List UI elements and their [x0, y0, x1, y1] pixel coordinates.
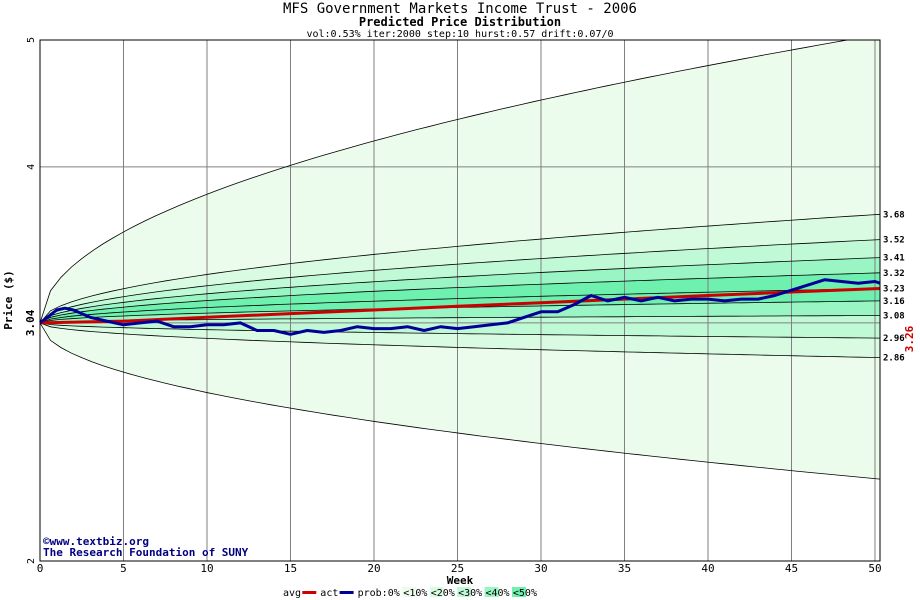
band-boundary-3 [40, 322, 880, 358]
series-line-act [39, 278, 881, 336]
legend-label: avg [283, 588, 301, 599]
legend-label: <20% [431, 588, 455, 599]
band-boundary-4 [40, 239, 880, 324]
legend-label: prob:0% [358, 588, 400, 599]
x-tick-label: 10 [200, 562, 213, 575]
y-tick-label: 4 [26, 164, 37, 170]
right-value-label: 3.08 [883, 312, 905, 322]
legend-swatch-act [339, 591, 354, 594]
band-boundary-1 [40, 322, 880, 480]
legend-label: <50% [513, 588, 537, 599]
current-price-label: 3.26 [903, 325, 916, 352]
band-boundary-8 [40, 272, 880, 324]
x-tick-label: 50 [868, 562, 881, 575]
y-tick-label: 5 [26, 37, 37, 43]
x-tick-label: 15 [284, 562, 297, 575]
x-tick-label: 35 [618, 562, 631, 575]
band-boundary-10 [40, 288, 880, 324]
axes: 0 5 10 15 20 25 30 35 40 45 5023.04453.683.523.413… [24, 37, 905, 575]
x-tick-label: 20 [367, 562, 380, 575]
legend: avg act prob:0% <10% <20% <30% <40% <50% [283, 587, 537, 599]
right-value-label: 3.32 [883, 269, 905, 279]
x-axis-label: Week [447, 574, 474, 587]
legend-label: <40% [486, 588, 510, 599]
legend-swatch-band [484, 587, 499, 597]
legend-swatch-band [457, 587, 472, 597]
probability-bands [40, 40, 880, 480]
legend-swatch-band [429, 587, 444, 597]
band-boundaries [40, 40, 880, 480]
x-tick-label: 0 [37, 562, 44, 575]
chart-params: vol:0.53% iter:2000 step:10 hurst:0.57 d… [306, 29, 613, 40]
credit-url: ©www.textbiz.org [43, 535, 149, 548]
x-tick-label: 45 [785, 562, 798, 575]
y-axis-label: Price ($) [2, 270, 15, 330]
chart-subtitle: Predicted Price Distribution [359, 15, 561, 29]
x-tick-label: 5 [120, 562, 127, 575]
legend-label: act [320, 588, 338, 599]
band-boundary-2 [40, 213, 880, 324]
band-50 [40, 272, 880, 323]
credit-org: The Research Foundation of SUNY [43, 546, 249, 559]
right-value-label: 2.86 [883, 354, 905, 364]
x-tick-label: 40 [701, 562, 714, 575]
band-boundary-0 [40, 40, 850, 324]
x-tick-label: 30 [534, 562, 547, 575]
legend-swatch-avg [302, 591, 317, 594]
legend-label: <30% [458, 588, 482, 599]
plot-frame [39, 39, 881, 562]
right-value-label: 3.68 [883, 210, 905, 220]
chart-title: MFS Government Markets Income Trust - 20… [283, 1, 637, 17]
y-tick-label: 3.04 [24, 309, 37, 336]
series-line-avg [39, 287, 881, 325]
y-tick-label: 2 [26, 558, 37, 564]
right-value-label: 2.96 [883, 334, 905, 344]
legend-swatch-band [402, 587, 417, 597]
x-tick-label: 25 [451, 562, 464, 575]
band-boundary-5 [40, 322, 880, 339]
right-value-label: 3.41 [883, 254, 905, 264]
right-value-label: 3.16 [883, 297, 905, 307]
legend-swatch-band [511, 587, 526, 597]
legend-label: <10% [403, 588, 427, 599]
right-value-label: 3.52 [883, 236, 905, 246]
right-value-label: 3.23 [883, 285, 905, 295]
band-boundary-6 [40, 257, 880, 324]
series [39, 278, 881, 336]
